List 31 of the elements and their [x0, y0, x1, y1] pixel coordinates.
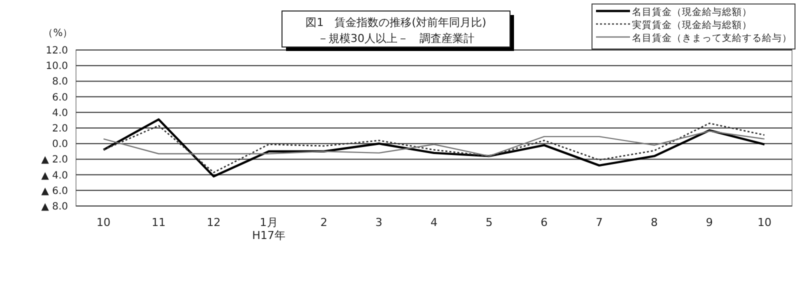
- x-tick-label: 10: [96, 216, 111, 229]
- y-tick-label: 4.0: [52, 108, 68, 119]
- y-axis-title: （%）: [43, 28, 73, 39]
- y-tick-label: ▲ 6.0: [41, 186, 68, 197]
- x-tick-label: 8: [650, 216, 658, 229]
- x-tick-label: 2: [320, 216, 328, 229]
- y-tick-label: ▲ 2.0: [41, 154, 68, 166]
- x-tick-label: 5: [486, 216, 493, 229]
- line-series: [102, 130, 766, 157]
- x-tick-label: 10: [757, 216, 772, 229]
- x-tick-label: 4: [430, 216, 438, 229]
- legend-label: 実質賃金（現金給与総額）: [632, 19, 752, 31]
- x-tick-label: 3: [375, 216, 382, 229]
- x-tick-label: 9: [706, 216, 713, 229]
- x-tick-label: 6: [540, 216, 548, 229]
- y-tick-label: 8.0: [52, 76, 68, 88]
- legend-label: 名目賃金（現金給与総額）: [632, 6, 752, 18]
- y-tick-label: ▲ 8.0: [41, 202, 68, 212]
- y-tick-label: 10.0: [46, 61, 68, 72]
- x-tick-label: 7: [596, 216, 603, 229]
- x-tick-label: 1月 H17年: [252, 216, 286, 242]
- legend-label: 名目賃金（きまって支給する給与）: [632, 32, 792, 44]
- y-tick-label: 2.0: [52, 124, 68, 134]
- y-tick-label: ▲ 4.0: [41, 170, 68, 182]
- y-tick-label: 6.0: [52, 92, 68, 104]
- y-tick-label: 0.0: [52, 139, 68, 150]
- chart-subtitle: －規模30人以上－ 調査産業計: [318, 32, 474, 45]
- chart-title: 図1 賃金指数の推移(対前年同月比): [306, 16, 486, 29]
- x-tick-label: 11: [152, 216, 166, 229]
- x-tick-label: 12: [206, 216, 221, 229]
- y-tick-label: 12.0: [46, 46, 68, 56]
